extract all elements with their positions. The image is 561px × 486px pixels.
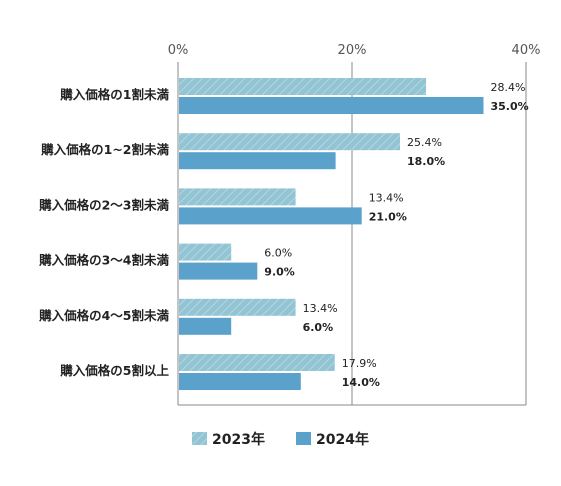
x-tick-label: 40%: [512, 43, 541, 58]
category-label: 購入価格の4〜5割未満: [38, 308, 169, 323]
bar-2024: [179, 207, 362, 225]
legend-swatch-2023: [192, 432, 207, 445]
bar-2024: [179, 373, 301, 390]
category-label: 購入価格の5割以上: [59, 363, 169, 378]
data-label-2023: 25.4%: [407, 136, 442, 149]
data-label-2024: 6.0%: [303, 321, 334, 334]
grid: [177, 62, 527, 406]
bars: [179, 78, 484, 390]
legend-swatch-2024: [296, 432, 311, 445]
category-label: 購入価格の1割未満: [59, 87, 169, 102]
legend-label-2023: 2023年: [212, 431, 265, 448]
legend: 2023年 2024年: [192, 431, 369, 448]
data-label-2023: 13.4%: [369, 191, 404, 204]
labels: 0% 20% 40% 購入価格の1割未満 28.4% 35.0% 購入価格の1~2割未満 25…: [38, 43, 540, 389]
data-label-2023: 17.9%: [342, 357, 377, 370]
data-label-2024: 35.0%: [491, 100, 529, 113]
category-label: 購入価格の3〜4割未満: [38, 253, 169, 268]
data-label-2024: 14.0%: [342, 376, 380, 389]
category-label: 購入価格の2〜3割未満: [38, 197, 169, 212]
data-label-2024: 21.0%: [369, 210, 407, 223]
bar-2024: [179, 262, 258, 280]
bar-2024: [179, 317, 232, 335]
bar-2023: [179, 298, 296, 316]
legend-label-2024: 2024年: [316, 431, 369, 448]
bar-2023: [179, 133, 400, 151]
x-tick-label: 20%: [338, 43, 367, 58]
data-label-2024: 18.0%: [407, 155, 445, 168]
data-label-2023: 6.0%: [264, 247, 292, 260]
bar-2023: [179, 188, 296, 206]
data-label-2024: 9.0%: [264, 266, 295, 279]
bar-2023: [179, 78, 427, 95]
bar-2024: [179, 152, 336, 170]
data-label-2023: 13.4%: [303, 302, 338, 315]
bar-2023: [179, 243, 232, 261]
x-tick-label: 0%: [168, 43, 189, 58]
data-label-2023: 28.4%: [491, 81, 526, 94]
bar-2023: [179, 354, 335, 371]
bar-2024: [179, 97, 484, 114]
category-label: 購入価格の1~2割未満: [40, 142, 169, 157]
